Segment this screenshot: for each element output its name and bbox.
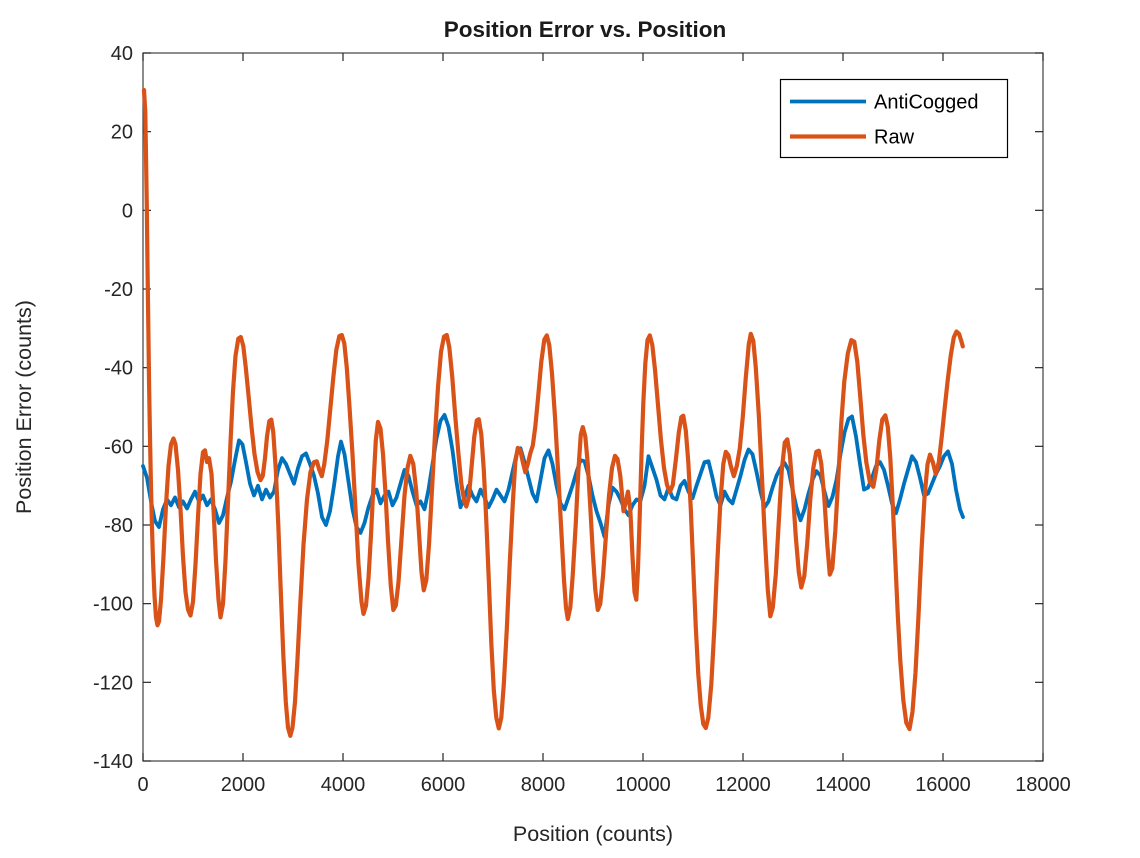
x-axis-tick-label: 10000 bbox=[615, 774, 671, 796]
series-anticogged-line bbox=[141, 413, 965, 539]
y-axis-tick-label: 20 bbox=[111, 122, 133, 144]
plot-area: 0 2000 4000 6000 8000 10000 12000 14000 16000 180… bbox=[93, 43, 1071, 796]
y-axis-tick-label: -140 bbox=[93, 751, 133, 773]
legend-label-anticogged: AntiCogged bbox=[874, 92, 979, 114]
legend-entry-raw: Raw bbox=[790, 127, 915, 149]
x-axis-tick-label: 4000 bbox=[321, 774, 366, 796]
x-axis-tick-label: 2000 bbox=[221, 774, 266, 796]
y-axis-tick-label: -120 bbox=[93, 672, 133, 694]
legend: AntiCogged Raw bbox=[779, 78, 1009, 159]
y-axis-label: Position Error (counts) bbox=[12, 300, 36, 514]
x-axis-tick-label: 16000 bbox=[915, 774, 971, 796]
legend-entry-anticogged: AntiCogged bbox=[790, 92, 979, 114]
y-axis-tick-label: -100 bbox=[93, 594, 133, 616]
x-axis-tick-label: 8000 bbox=[521, 774, 566, 796]
y-axis-tick-label: 0 bbox=[122, 200, 133, 222]
x-axis-tick-label: 14000 bbox=[815, 774, 871, 796]
series-raw-line bbox=[141, 87, 965, 738]
y-axis-tick-label: 40 bbox=[111, 43, 133, 65]
y-axis-tick-label: -80 bbox=[104, 515, 133, 537]
y-axis-tick-label: -60 bbox=[104, 436, 133, 458]
x-axis-tick-label: 18000 bbox=[1015, 774, 1071, 796]
x-axis-label: Position (counts) bbox=[513, 822, 673, 846]
legend-box bbox=[779, 78, 1009, 159]
x-axis-tick-label: 12000 bbox=[715, 774, 771, 796]
x-axis-tick-label: 6000 bbox=[421, 774, 466, 796]
y-axis-tick-label: -40 bbox=[104, 358, 133, 380]
chart-title: Position Error vs. Position bbox=[444, 17, 727, 42]
x-axis-tick-label: 0 bbox=[137, 774, 148, 796]
legend-label-raw: Raw bbox=[874, 127, 915, 149]
y-axis-tick-label: -20 bbox=[104, 279, 133, 301]
axes-box bbox=[142, 52, 1044, 762]
